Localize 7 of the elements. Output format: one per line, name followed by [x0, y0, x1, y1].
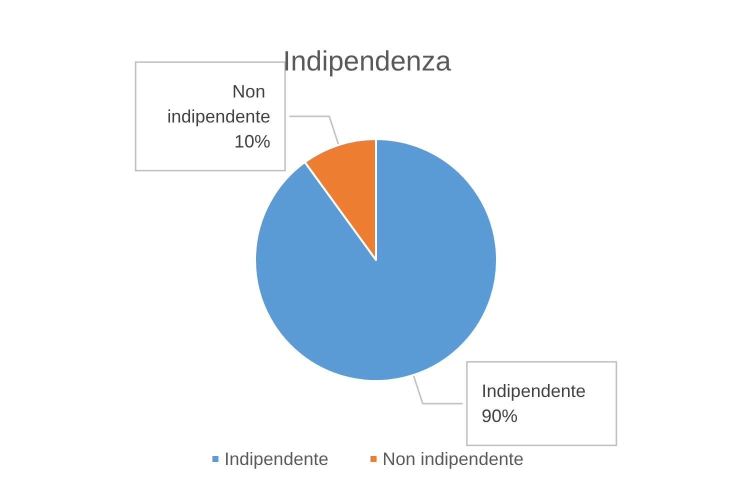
chart-title: Indipendenza	[282, 46, 452, 76]
legend-label: Indipendente	[224, 449, 328, 469]
slice-label: Indipendente	[482, 381, 586, 402]
data-label: 10%	[234, 131, 270, 152]
legend-label: Non indipendente	[382, 449, 524, 469]
slice-label: Non indipendente	[167, 81, 270, 126]
data-label: 90%	[482, 406, 518, 426]
